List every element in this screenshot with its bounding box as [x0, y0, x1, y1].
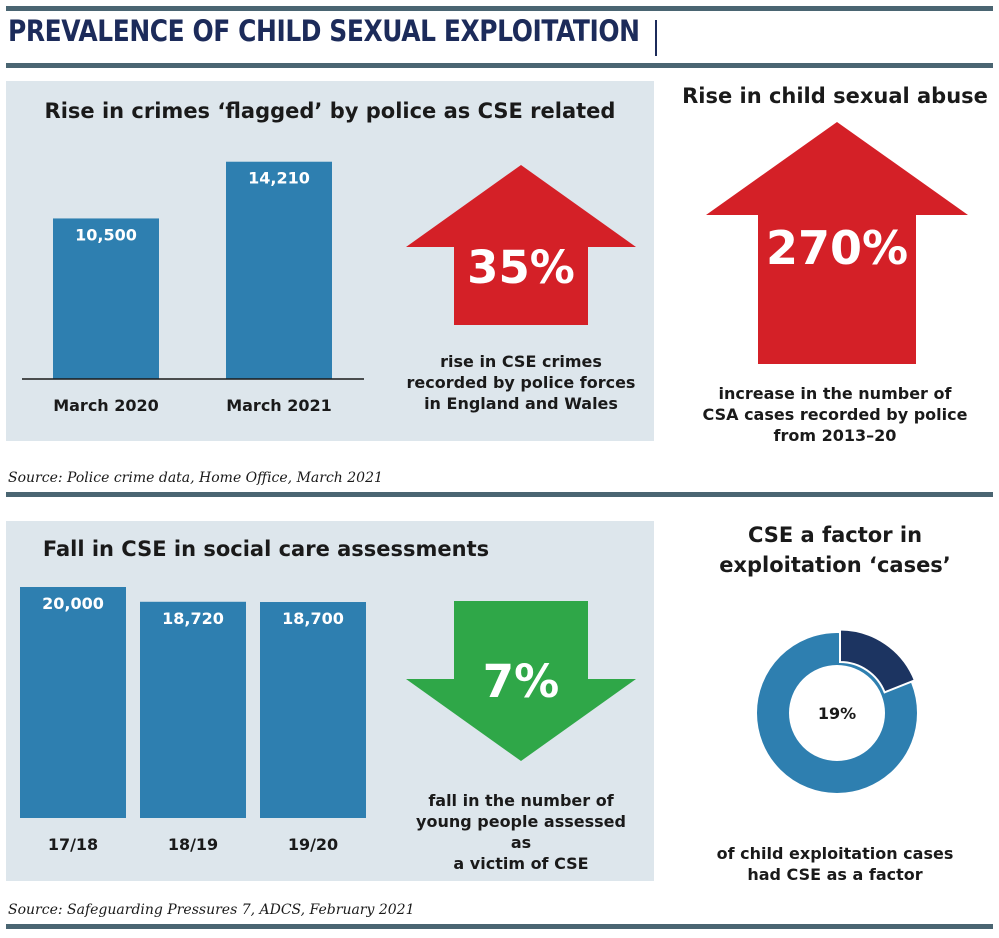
category-tick-label: 18/19 [168, 835, 218, 854]
caption-line: CSA cases recorded by police [702, 405, 968, 424]
up-arrow-shape [706, 122, 968, 364]
social-care-bar-chart: 20,000 17/18 18,720 18/19 18,700 19/20 [20, 587, 366, 854]
cse-flagged-panel: Rise in crimes ‘flagged’ by police as CS… [6, 81, 654, 441]
csa-rise-title: Rise in child sexual abuse [682, 84, 988, 108]
bottom-rule [6, 924, 993, 929]
caption-line: rise in CSE crimes [440, 352, 602, 371]
section-divider [6, 492, 993, 497]
donut-slice [839, 628, 917, 694]
caption-line: fall in the number of [428, 791, 614, 810]
donut-caption: of child exploitation cases had CSE as a… [670, 843, 999, 885]
category-tick-label: March 2021 [226, 396, 332, 415]
csa-rise-caption: increase in the number of CSA cases reco… [670, 383, 999, 446]
donut-title-line: CSE a factor in [747, 523, 923, 547]
cse-flagged-bar-chart: 10,500 March 2020 14,210 March 2021 [22, 161, 364, 415]
up-arrow-icon: 35% [406, 165, 636, 325]
bar [53, 218, 159, 379]
page-title: PREVALENCE OF CHILD SEXUAL EXPLOITATION [8, 14, 640, 48]
cse-fall-stat: 7% [483, 655, 559, 708]
down-arrow-shape [406, 601, 636, 761]
category-tick-label: 17/18 [48, 835, 98, 854]
up-arrow-shape [406, 165, 636, 325]
bar-value-label: 20,000 [42, 594, 104, 613]
cse-rise-caption: rise in CSE crimes recorded by police fo… [406, 351, 636, 414]
caption-line: recorded by police forces [406, 373, 636, 392]
title-cursor-mark [655, 20, 657, 56]
down-arrow-icon: 7% [406, 601, 636, 761]
caption-line: had CSE as a factor [747, 865, 923, 884]
caption-line: in England and Wales [424, 394, 618, 413]
caption-line: a victim of CSE [453, 854, 589, 873]
caption-line: young people assessed as [416, 812, 626, 852]
source-note: Source: Safeguarding Pressures 7, ADCS, … [8, 902, 415, 918]
category-tick-label: 19/20 [288, 835, 338, 854]
bar-value-label: 10,500 [75, 225, 137, 244]
category-tick-label: March 2020 [53, 396, 159, 415]
donut-title: CSE a factor in exploitation ‘cases’ [670, 520, 999, 580]
bar [140, 601, 246, 818]
bar [20, 587, 126, 818]
bar [226, 161, 332, 379]
source-note: Source: Police crime data, Home Office, … [8, 470, 383, 486]
donut-title-line: exploitation ‘cases’ [719, 553, 951, 577]
bar-value-label: 18,700 [282, 609, 344, 628]
bar [260, 602, 366, 818]
up-arrow-icon: 270% [706, 122, 968, 364]
social-care-chart-title: Fall in CSE in social care assessments [42, 537, 490, 561]
social-care-panel: Fall in CSE in social care assessments 2… [6, 521, 654, 881]
bar-value-label: 18,720 [162, 609, 224, 628]
donut-center-label: 19% [818, 704, 856, 723]
cse-factor-donut-chart: 19% [757, 628, 917, 793]
caption-line: of child exploitation cases [716, 844, 954, 863]
title-rule [6, 63, 993, 68]
top-rule [6, 6, 993, 11]
bar-value-label: 14,210 [248, 169, 310, 188]
cse-fall-caption: fall in the number of young people asses… [406, 790, 636, 874]
caption-line: from 2013–20 [773, 426, 897, 445]
donut-ring [757, 633, 917, 793]
caption-line: increase in the number of [718, 384, 952, 403]
csa-rise-stat: 270% [766, 221, 908, 275]
cse-rise-stat: 35% [467, 241, 575, 294]
cse-flagged-chart-title: Rise in crimes ‘flagged’ by police as CS… [44, 99, 616, 123]
